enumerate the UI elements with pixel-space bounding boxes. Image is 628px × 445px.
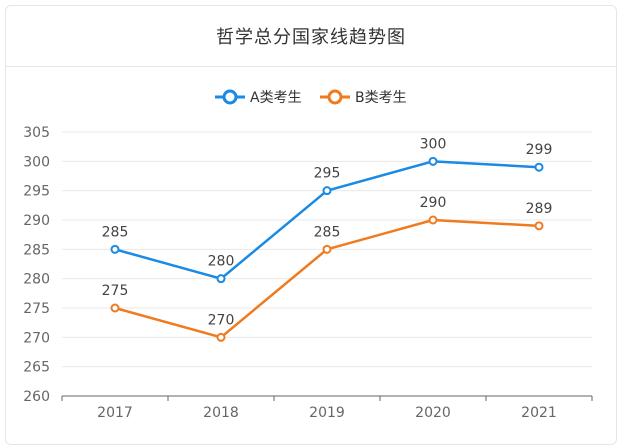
x-tick-label-1: 2018	[203, 405, 239, 421]
chart-legend: A类考生 B类考生	[215, 89, 407, 106]
line-chart: A类考生 B类考生 260265270275280285290295300305 …	[23, 89, 593, 421]
data-point-1-1[interactable]	[216, 332, 226, 342]
y-tick-label-7: 295	[23, 184, 50, 200]
legend-label-0[interactable]: A类考生	[250, 90, 302, 106]
legend-marker-1[interactable]	[327, 89, 343, 105]
data-point-1-3[interactable]	[428, 215, 438, 225]
y-tick-label-3: 275	[23, 301, 50, 317]
y-tick-label-8: 300	[23, 154, 50, 170]
data-point-1-4[interactable]	[534, 221, 544, 231]
data-point-0-4[interactable]	[534, 162, 544, 172]
data-label-1-4: 289	[526, 201, 553, 217]
y-tick-label-9: 305	[23, 125, 50, 141]
data-point-1-0[interactable]	[110, 303, 120, 313]
x-tick-label-0: 2017	[97, 405, 133, 421]
y-tick-label-1: 265	[23, 360, 50, 376]
data-label-1-2: 285	[314, 224, 341, 240]
y-tick-label-4: 280	[23, 272, 50, 288]
data-point-0-0[interactable]	[110, 244, 120, 254]
y-tick-label-2: 270	[23, 330, 50, 346]
x-tick-label-4: 2021	[521, 405, 557, 421]
data-label-1-1: 270	[208, 312, 235, 328]
data-point-0-1[interactable]	[216, 274, 226, 284]
series-0: 285 280 295 300 299	[102, 136, 553, 284]
data-point-0-3[interactable]	[428, 156, 438, 166]
legend-marker-0[interactable]	[222, 89, 238, 105]
chart-title: 哲学总分国家线趋势图	[216, 27, 406, 48]
data-label-0-1: 280	[208, 254, 235, 270]
y-tick-label-6: 290	[23, 213, 50, 229]
data-label-1-0: 275	[102, 283, 129, 299]
x-tick-label-2: 2019	[309, 405, 345, 421]
chart-header: 哲学总分国家线趋势图	[6, 6, 616, 67]
y-axis: 260 265 270 275 280 285 290 295 300 305	[23, 125, 50, 405]
data-label-0-3: 300	[420, 136, 447, 152]
legend-label-1[interactable]: B类考生	[355, 90, 407, 106]
data-label-0-2: 295	[314, 166, 341, 182]
data-label-0-4: 299	[526, 142, 553, 158]
x-axis: 2017 2018 2019 2020 2021	[61, 395, 593, 421]
data-point-0-2[interactable]	[322, 186, 332, 196]
x-tick-label-3: 2020	[415, 405, 451, 421]
chart-series: 285 280 295 300 299 275 270 285 290 289	[102, 136, 553, 342]
data-label-0-0: 285	[102, 224, 129, 240]
series-1: 275 270 285 290 289	[102, 195, 553, 342]
data-point-1-2[interactable]	[322, 244, 332, 254]
y-tick-label-5: 285	[23, 242, 50, 258]
y-tick-label-0: 260	[23, 389, 50, 405]
data-label-1-3: 290	[420, 195, 447, 211]
